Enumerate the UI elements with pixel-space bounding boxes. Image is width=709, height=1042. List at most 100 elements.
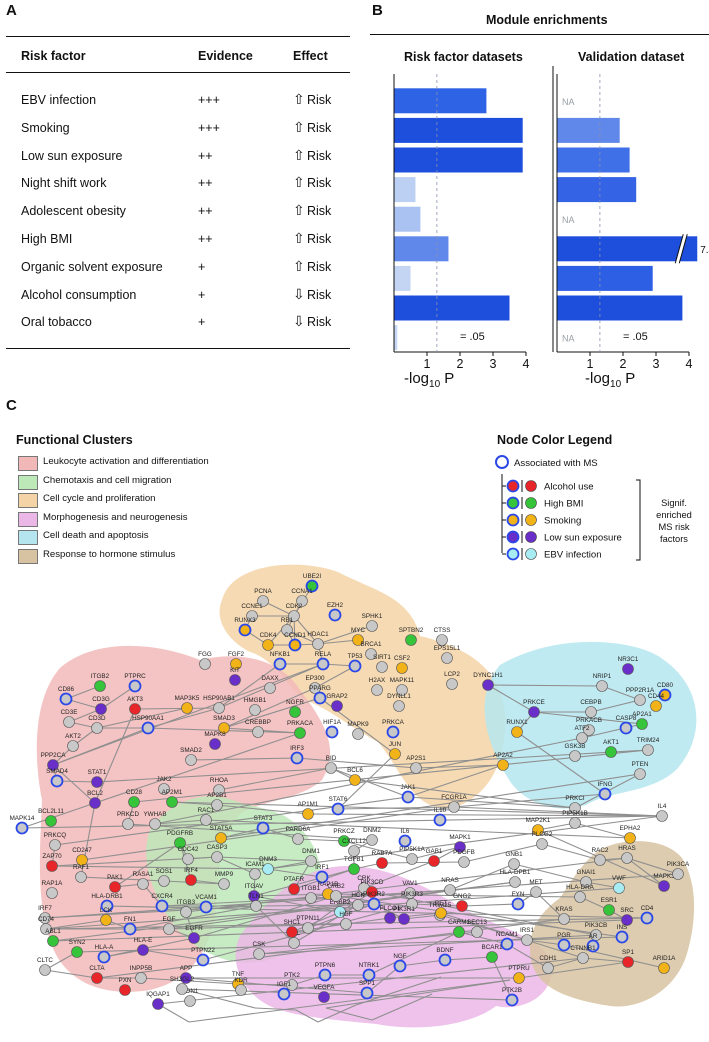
gene-label: H2AX bbox=[369, 677, 386, 684]
gene-label: CARM1 bbox=[448, 919, 471, 926]
gene-node bbox=[100, 899, 114, 913]
gene-node bbox=[184, 995, 196, 1007]
gene-node bbox=[71, 946, 83, 958]
gene-label: ITGB1 bbox=[302, 885, 321, 892]
up-arrow-icon: ⇧ bbox=[293, 118, 305, 135]
interaction-edge bbox=[267, 860, 312, 870]
interaction-edge bbox=[307, 813, 663, 817]
gene-node bbox=[393, 700, 405, 712]
interaction-edge bbox=[157, 1003, 190, 1023]
evidence-level: + bbox=[198, 287, 206, 302]
gene-node bbox=[200, 814, 212, 826]
gene-node bbox=[613, 882, 625, 894]
gene-node bbox=[67, 740, 79, 752]
legend-node bbox=[525, 514, 537, 526]
gene-label: AP2M1 bbox=[162, 789, 183, 796]
gene-label: RAC1 bbox=[198, 807, 215, 814]
functional-clusters-title: Functional Clusters bbox=[16, 433, 133, 447]
gene-label: TP53 bbox=[347, 653, 363, 660]
x-tick-label: 1 bbox=[424, 357, 431, 371]
interaction-edge bbox=[325, 979, 511, 1009]
gene-label: EZH2 bbox=[327, 602, 344, 609]
interaction-edge bbox=[325, 1007, 373, 1021]
gene-node bbox=[122, 818, 134, 830]
interaction-edge bbox=[51, 865, 269, 870]
gene-label: KDR bbox=[234, 977, 248, 984]
interaction-edge bbox=[94, 732, 301, 804]
gene-label: PXN bbox=[119, 977, 132, 984]
gene-node bbox=[95, 703, 107, 715]
bar bbox=[394, 206, 421, 232]
risk-factor-chart: = .05 1 2 3 4 bbox=[393, 74, 530, 371]
gene-node bbox=[119, 984, 131, 996]
gene-label: AP2A1 bbox=[632, 711, 652, 718]
gene-node bbox=[330, 890, 342, 902]
gene-node bbox=[180, 906, 192, 918]
gene-label: STAT1 bbox=[88, 769, 107, 776]
gene-node bbox=[500, 937, 514, 951]
gene-label: CDK4 bbox=[260, 632, 277, 639]
bar bbox=[557, 177, 637, 203]
gene-label: RASA1 bbox=[133, 871, 154, 878]
gene-label: LCK bbox=[100, 907, 113, 914]
gene-label: HGF bbox=[339, 911, 352, 918]
interaction-edge bbox=[44, 873, 679, 919]
gene-label: RB1 bbox=[281, 617, 294, 624]
interaction-edge bbox=[52, 663, 324, 766]
gene-node bbox=[250, 900, 262, 912]
gene-label: PTK2B bbox=[502, 987, 522, 994]
risk-factor-name: Alcohol consumption bbox=[21, 287, 137, 302]
gene-label: NTRK1 bbox=[359, 962, 380, 969]
up-arrow-icon: ⇧ bbox=[293, 230, 305, 246]
interaction-edge bbox=[216, 856, 312, 862]
gene-label: EDN1 bbox=[182, 988, 199, 995]
gene-node bbox=[199, 658, 211, 670]
gene-label: CD74 bbox=[38, 916, 55, 923]
gene-node bbox=[182, 853, 194, 865]
gene-node bbox=[123, 922, 137, 936]
gene-label: CCNA1 bbox=[291, 588, 313, 595]
gene-node bbox=[569, 817, 581, 829]
gene-label: MAPK14 bbox=[10, 815, 35, 822]
gene-node bbox=[128, 679, 142, 693]
gene-node bbox=[436, 634, 448, 646]
gene-node bbox=[352, 728, 364, 740]
gene-node bbox=[435, 907, 447, 919]
up-arrow-icon: ⇧ bbox=[293, 174, 305, 191]
gene-node bbox=[585, 706, 597, 718]
interaction-edge bbox=[449, 863, 515, 891]
gene-label: NGF bbox=[393, 953, 406, 960]
gene-label: DNM1 bbox=[302, 848, 320, 855]
gene-node bbox=[393, 959, 407, 973]
risk-factor-name: Low sun exposure bbox=[21, 148, 123, 163]
gene-label: AR bbox=[589, 933, 598, 940]
gene-label: RAP1B bbox=[318, 881, 339, 888]
gene-label: PRKACA bbox=[287, 720, 314, 727]
interaction-edge bbox=[267, 615, 295, 646]
interaction-edge bbox=[100, 685, 136, 710]
header-risk-factor: Risk factor bbox=[21, 49, 86, 63]
gene-label: IFNG bbox=[597, 781, 612, 788]
gene-node bbox=[166, 796, 178, 808]
gene-label: NRAS bbox=[441, 877, 459, 884]
gene-label: RUNX3 bbox=[234, 617, 256, 624]
risk-factor-name: High BMI bbox=[21, 232, 73, 246]
interaction-edge bbox=[267, 815, 663, 870]
gene-node bbox=[634, 768, 646, 780]
gene-node bbox=[199, 900, 213, 914]
gene-label: BDNF bbox=[436, 947, 453, 954]
gene-node bbox=[76, 854, 88, 866]
gene-label: ABL1 bbox=[45, 928, 61, 935]
interaction-edge bbox=[103, 949, 144, 958]
gene-label: MAPK8 bbox=[204, 731, 226, 738]
gene-label: STAT5A bbox=[210, 825, 234, 832]
gene-label: MET bbox=[529, 879, 542, 886]
gene-label: BID bbox=[326, 755, 337, 762]
gene-label: GNG2 bbox=[453, 893, 471, 900]
gene-node bbox=[305, 855, 317, 867]
gene-node bbox=[558, 913, 570, 925]
axis-break-line bbox=[674, 234, 684, 264]
effect-label: Risk bbox=[307, 232, 332, 246]
gene-label: MYC bbox=[351, 627, 365, 634]
gene-label: TNF bbox=[232, 971, 244, 978]
